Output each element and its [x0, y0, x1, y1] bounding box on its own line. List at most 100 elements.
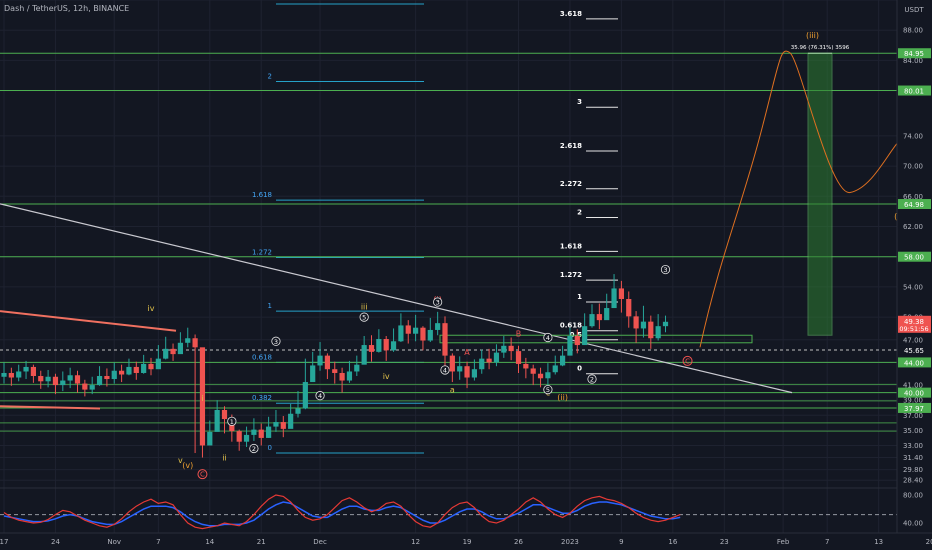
candle-body [435, 323, 441, 330]
current-price-tag [898, 315, 931, 333]
wave-circle-label: 4 [443, 366, 447, 374]
time-tick: 13 [874, 538, 883, 546]
level-tag-text: 44.00 [904, 359, 924, 367]
price-tick: 74.00 [903, 132, 923, 140]
candle-body [596, 314, 602, 321]
level-tag [898, 48, 931, 59]
level-tag [898, 199, 931, 210]
candle-body [243, 434, 250, 442]
wave-label: B [516, 330, 522, 339]
candle-body [383, 339, 389, 351]
candle-body [442, 323, 448, 356]
wave-label: (ii) [557, 393, 568, 402]
candle-body [626, 298, 632, 317]
wave-circle [543, 332, 553, 343]
horizontal-levels [0, 52, 897, 432]
wave-circle [227, 416, 237, 426]
time-tick: 19 [463, 538, 472, 546]
candle-body [376, 339, 382, 352]
projection-label: 35.96 (76.31%) 3596 [791, 45, 850, 51]
candle-body [648, 321, 654, 339]
wave-circle [660, 264, 671, 275]
time-tick: Nov [107, 538, 121, 546]
resistance-line [0, 310, 177, 332]
time-tick: 21 [257, 538, 266, 546]
candle-body [662, 321, 669, 327]
candle-body [295, 408, 301, 414]
wave-label: A [464, 348, 470, 357]
level-tag [898, 251, 931, 262]
time-tick: 12 [411, 538, 420, 546]
support-line [0, 405, 101, 410]
candle-body [236, 431, 242, 442]
wave-circle [249, 443, 259, 454]
time-tick: 7 [156, 538, 160, 546]
candle-body [310, 365, 316, 383]
candle-body [126, 366, 132, 375]
time-tick: 2023 [561, 538, 579, 546]
candle-body [368, 345, 375, 352]
level-tag [898, 387, 931, 398]
range-box [439, 334, 753, 344]
candle-body [45, 376, 51, 382]
candle-body [133, 366, 139, 373]
price-tick: 28.40 [903, 477, 923, 485]
level-tag-text: 45.65 [904, 347, 924, 355]
price-axis-unit: USDT [904, 6, 924, 14]
candle-body [23, 366, 29, 372]
candle-body [30, 366, 36, 377]
price-tick: 47.00 [903, 336, 923, 344]
fib-label: 1.272 [560, 271, 582, 279]
candle-body [420, 327, 426, 341]
wave-circle-label: 5 [362, 314, 366, 322]
candle-body [266, 426, 272, 438]
descending-trendline [0, 203, 793, 394]
candle-body [60, 380, 66, 386]
price-tick: 70.00 [903, 163, 923, 171]
price-tick: 31.40 [903, 454, 923, 462]
candle-body [427, 329, 433, 341]
forecast-path [699, 50, 898, 348]
candle-body [89, 385, 95, 390]
fib-label: 2.618 [560, 142, 582, 150]
wave-circle-label: 2 [252, 445, 256, 453]
candle-body [523, 363, 529, 369]
wave-circle-label: 4 [318, 392, 322, 400]
candle-body [552, 365, 558, 373]
candle-body [251, 429, 257, 435]
time-tick: 9 [619, 538, 623, 546]
level-tag [898, 357, 931, 368]
wave-circle [197, 469, 208, 480]
wave-circle-label: 5 [546, 386, 550, 394]
candle-body [611, 288, 617, 309]
wave-circle [543, 384, 553, 395]
price-tick: 62.00 [903, 223, 923, 231]
price-tick: 35.00 [903, 427, 923, 435]
candle-body [390, 341, 397, 351]
fib-label: 2 [268, 73, 272, 81]
wave-circle [440, 365, 450, 375]
fib-label: 1.618 [252, 191, 272, 199]
wave-label: i [201, 394, 203, 403]
level-tag [898, 402, 931, 413]
grid [0, 0, 931, 533]
candle-body [163, 348, 169, 359]
candle-body [560, 355, 566, 366]
level-tag-text: 40.00 [904, 390, 924, 398]
candle-body [199, 347, 206, 446]
wave-label: (v) [182, 461, 193, 470]
indicator-red [3, 494, 681, 530]
candle-body [515, 351, 522, 364]
countdown: 09:51:56 [899, 325, 928, 333]
time-tick: 14 [205, 538, 214, 546]
fib-label: 1 [577, 293, 582, 301]
fib-label: 0.618 [560, 322, 582, 330]
candle-body [567, 335, 573, 356]
indicator-blue [3, 501, 681, 527]
candle-body [258, 429, 264, 438]
candle-body [280, 422, 286, 429]
candle-body [493, 352, 500, 363]
candle-body [104, 376, 110, 380]
